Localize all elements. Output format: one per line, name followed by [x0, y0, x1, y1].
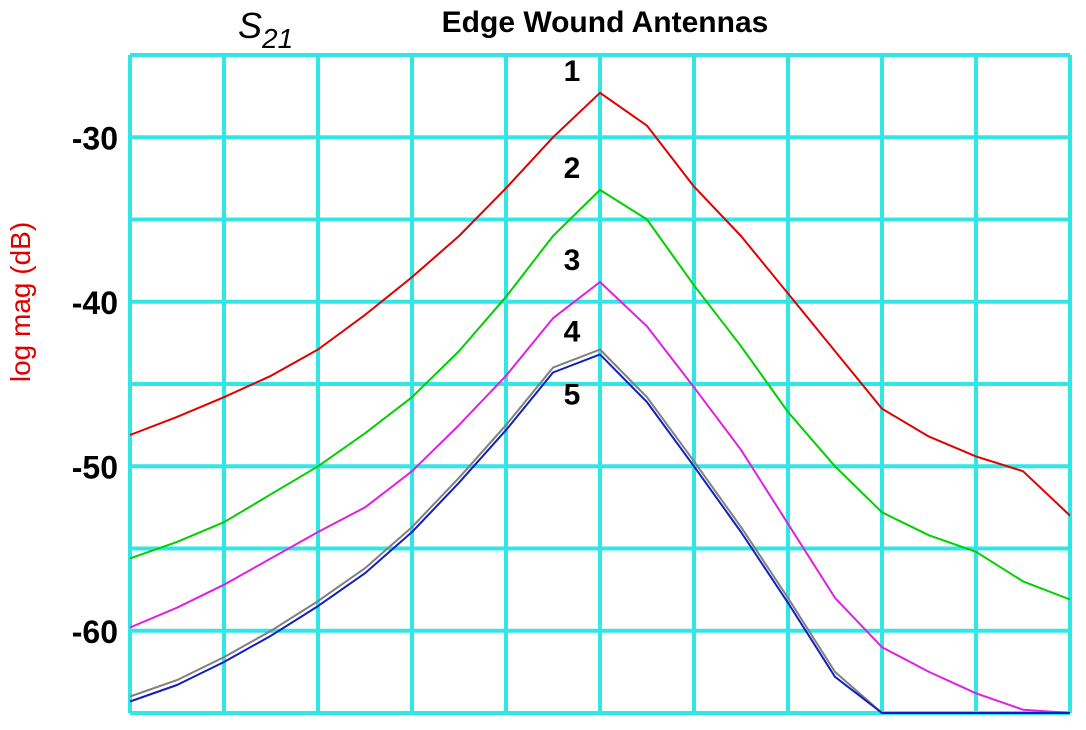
- y-tick-label: -60: [72, 614, 118, 650]
- curve-label-4: 4: [564, 315, 581, 348]
- plot-lines: [129, 91, 1071, 714]
- series-line-5: [129, 353, 1070, 714]
- curve-label-1: 1: [564, 55, 581, 88]
- y-tick-label: -40: [72, 285, 118, 321]
- series-line-3: [129, 281, 1071, 714]
- grid: [128, 53, 1072, 715]
- parameter-symbol: S21: [238, 5, 293, 54]
- curve-label-2: 2: [564, 152, 581, 185]
- y-tick-label: -50: [72, 449, 118, 485]
- y-tick-labels: -30 -40 -50 -60: [72, 120, 118, 650]
- curve-label-3: 3: [564, 244, 581, 277]
- y-tick-label: -30: [72, 120, 118, 156]
- y-axis-label: log mag (dB): [5, 222, 36, 382]
- curve-label-5: 5: [564, 378, 581, 411]
- curve-labels: 1 2 3 4 5: [564, 55, 581, 412]
- series-line-2: [129, 188, 1071, 601]
- parameter-subscript: 21: [261, 23, 293, 54]
- chart-title: Edge Wound Antennas: [442, 6, 769, 39]
- series-line-1: [129, 91, 1071, 517]
